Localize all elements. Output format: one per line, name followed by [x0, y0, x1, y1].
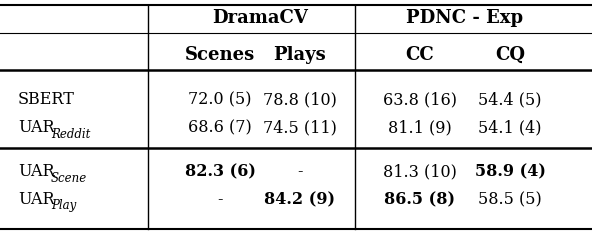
Text: Play: Play: [51, 200, 76, 212]
Text: 58.5 (5): 58.5 (5): [478, 191, 542, 208]
Text: 81.1 (9): 81.1 (9): [388, 120, 452, 136]
Text: 81.3 (10): 81.3 (10): [383, 164, 457, 180]
Text: 84.2 (9): 84.2 (9): [265, 191, 336, 208]
Text: Reddit: Reddit: [51, 128, 91, 140]
Text: UAR: UAR: [18, 191, 54, 208]
Text: CC: CC: [406, 46, 435, 64]
Text: Scenes: Scenes: [185, 46, 255, 64]
Text: DramaCV: DramaCV: [212, 9, 308, 27]
Text: -: -: [217, 191, 223, 208]
Text: 72.0 (5): 72.0 (5): [188, 91, 252, 109]
Text: UAR: UAR: [18, 120, 54, 136]
Text: 68.6 (7): 68.6 (7): [188, 120, 252, 136]
Text: 63.8 (16): 63.8 (16): [383, 91, 457, 109]
Text: 58.9 (4): 58.9 (4): [475, 164, 545, 180]
Text: Plays: Plays: [274, 46, 326, 64]
Text: 54.1 (4): 54.1 (4): [478, 120, 542, 136]
Text: -: -: [297, 164, 303, 180]
Text: 86.5 (8): 86.5 (8): [384, 191, 455, 208]
Text: CQ: CQ: [495, 46, 525, 64]
Text: 78.8 (10): 78.8 (10): [263, 91, 337, 109]
Text: 74.5 (11): 74.5 (11): [263, 120, 337, 136]
Text: Scene: Scene: [51, 172, 87, 184]
Text: SBERT: SBERT: [18, 91, 75, 109]
Text: PDNC - Exp: PDNC - Exp: [407, 9, 523, 27]
Text: UAR: UAR: [18, 164, 54, 180]
Text: 82.3 (6): 82.3 (6): [185, 164, 255, 180]
Text: 54.4 (5): 54.4 (5): [478, 91, 542, 109]
